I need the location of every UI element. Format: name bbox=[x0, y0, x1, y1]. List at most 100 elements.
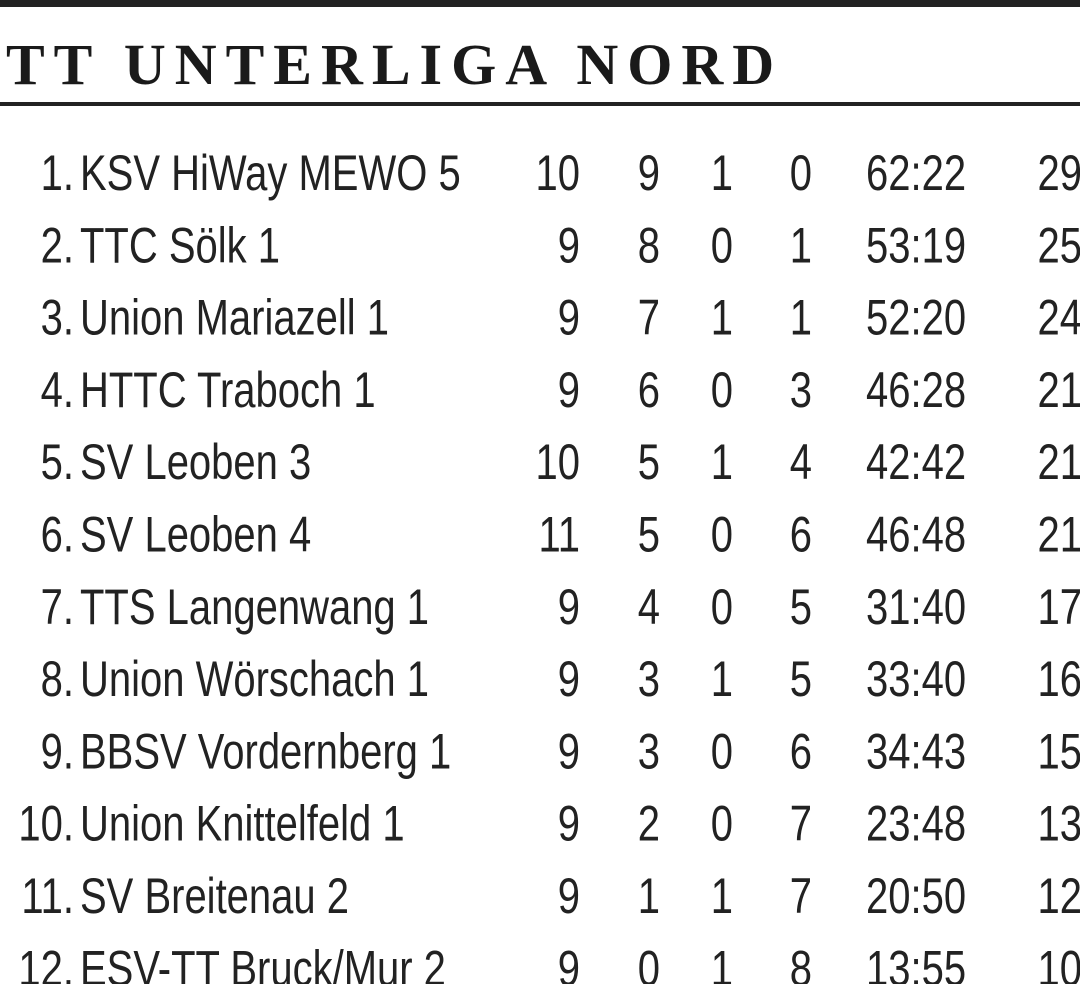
score: 34:43 bbox=[866, 723, 966, 779]
rank: 6. bbox=[41, 506, 74, 562]
points: 21 bbox=[1038, 506, 1080, 562]
wins: 2 bbox=[638, 795, 660, 851]
top-rule bbox=[0, 0, 1080, 7]
rank: 12. bbox=[18, 940, 74, 984]
team: ESV-TT Bruck/Mur 2 bbox=[80, 940, 446, 984]
score: 62:22 bbox=[866, 145, 966, 201]
points: 10 bbox=[1038, 940, 1080, 984]
score: 31:40 bbox=[866, 579, 966, 635]
team: SV Leoben 3 bbox=[80, 434, 311, 490]
games: 9 bbox=[558, 289, 580, 345]
losses: 5 bbox=[790, 651, 812, 707]
wins: 4 bbox=[638, 579, 660, 635]
rank: 1. bbox=[41, 145, 74, 201]
losses: 6 bbox=[790, 506, 812, 562]
rank: 5. bbox=[41, 434, 74, 490]
points: 13 bbox=[1038, 795, 1080, 851]
draws: 1 bbox=[711, 289, 733, 345]
team: TTS Langenwang 1 bbox=[80, 579, 429, 635]
points: 21 bbox=[1038, 434, 1080, 490]
wins: 3 bbox=[638, 723, 660, 779]
score: 13:55 bbox=[866, 940, 966, 984]
points: 17 bbox=[1038, 579, 1080, 635]
score: 46:48 bbox=[866, 506, 966, 562]
rank: 4. bbox=[41, 362, 74, 418]
score: 23:48 bbox=[866, 795, 966, 851]
games: 11 bbox=[538, 506, 580, 562]
rank: 11. bbox=[21, 868, 74, 924]
points: 16 bbox=[1038, 651, 1080, 707]
rank: 10. bbox=[18, 795, 74, 851]
rank: 2. bbox=[41, 217, 74, 273]
team: Union Mariazell 1 bbox=[80, 289, 389, 345]
losses: 6 bbox=[790, 723, 812, 779]
score: 46:28 bbox=[866, 362, 966, 418]
draws: 0 bbox=[711, 506, 733, 562]
draws: 1 bbox=[711, 145, 733, 201]
wins: 5 bbox=[638, 434, 660, 490]
losses: 1 bbox=[790, 217, 812, 273]
losses: 7 bbox=[790, 868, 812, 924]
games: 9 bbox=[558, 723, 580, 779]
losses: 0 bbox=[790, 145, 812, 201]
table: 1. KSV HiWay MEWO 5 10 9 1 0 62:22 292. TTC Sölk… bbox=[18, 145, 1080, 984]
title-rule bbox=[0, 102, 1080, 106]
score: 20:50 bbox=[866, 868, 966, 924]
team: KSV HiWay MEWO 5 bbox=[80, 145, 461, 201]
losses: 5 bbox=[790, 579, 812, 635]
wins: 1 bbox=[638, 868, 660, 924]
points: 29 bbox=[1038, 145, 1080, 201]
score: 33:40 bbox=[866, 651, 966, 707]
draws: 0 bbox=[711, 795, 733, 851]
draws: 0 bbox=[711, 579, 733, 635]
draws: 0 bbox=[711, 723, 733, 779]
team: TTC Sölk 1 bbox=[80, 217, 280, 273]
games: 9 bbox=[558, 579, 580, 635]
losses: 7 bbox=[790, 795, 812, 851]
team: SV Breitenau 2 bbox=[80, 868, 349, 924]
wins: 6 bbox=[638, 362, 660, 418]
draws: 1 bbox=[711, 868, 733, 924]
wins: 5 bbox=[638, 506, 660, 562]
points: 25 bbox=[1038, 217, 1080, 273]
title: TT UNTERLIGA NORD bbox=[6, 32, 783, 97]
team: SV Leoben 4 bbox=[80, 506, 311, 562]
score: 52:20 bbox=[866, 289, 966, 345]
draws: 1 bbox=[711, 940, 733, 984]
wins: 0 bbox=[638, 940, 660, 984]
games: 9 bbox=[558, 651, 580, 707]
score: 53:19 bbox=[866, 217, 966, 273]
games: 10 bbox=[536, 145, 580, 201]
rank: 7. bbox=[41, 579, 74, 635]
score: 42:42 bbox=[866, 434, 966, 490]
rank: 3. bbox=[41, 289, 74, 345]
team: BBSV Vordernberg 1 bbox=[80, 723, 451, 779]
games: 9 bbox=[558, 795, 580, 851]
losses: 3 bbox=[790, 362, 812, 418]
losses: 1 bbox=[790, 289, 812, 345]
games: 9 bbox=[558, 940, 580, 984]
wins: 7 bbox=[638, 289, 660, 345]
rank: 8. bbox=[41, 651, 74, 707]
draws: 1 bbox=[711, 434, 733, 490]
team: HTTC Traboch 1 bbox=[80, 362, 376, 418]
rank: 9. bbox=[41, 723, 74, 779]
losses: 8 bbox=[790, 940, 812, 984]
games: 9 bbox=[558, 868, 580, 924]
team: Union Knittelfeld 1 bbox=[80, 795, 405, 851]
games: 9 bbox=[558, 217, 580, 273]
points: 24 bbox=[1038, 289, 1080, 345]
draws: 0 bbox=[711, 362, 733, 418]
draws: 1 bbox=[711, 651, 733, 707]
wins: 8 bbox=[638, 217, 660, 273]
points: 12 bbox=[1038, 868, 1080, 924]
games: 10 bbox=[536, 434, 580, 490]
losses: 4 bbox=[790, 434, 812, 490]
wins: 9 bbox=[638, 145, 660, 201]
wins: 3 bbox=[638, 651, 660, 707]
games: 9 bbox=[558, 362, 580, 418]
team: Union Wörschach 1 bbox=[80, 651, 429, 707]
points: 21 bbox=[1038, 362, 1080, 418]
